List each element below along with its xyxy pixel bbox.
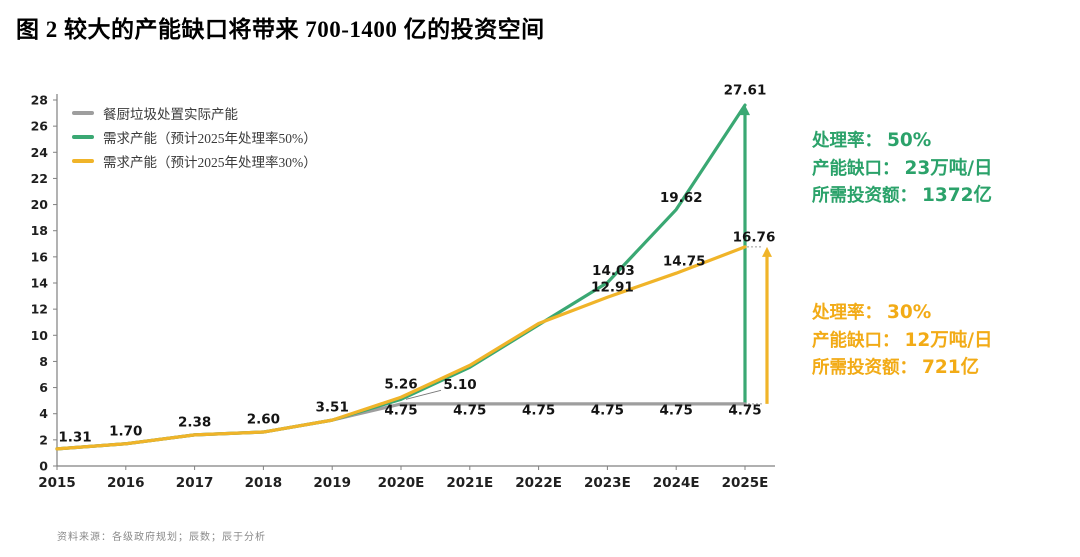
data-label: 14.03 — [592, 263, 635, 279]
gap-arrow-head-1 — [762, 246, 772, 257]
svg-text:2025E: 2025E — [722, 475, 769, 491]
annotation-line: 处理率： 50% — [812, 127, 1072, 155]
svg-text:6: 6 — [39, 380, 48, 395]
svg-text:16: 16 — [31, 249, 49, 264]
data-label: 2.60 — [247, 412, 280, 428]
annotation-line: 处理率： 30% — [812, 299, 1072, 327]
svg-text:10: 10 — [31, 328, 49, 343]
annotation-label: 处理率： — [812, 302, 882, 322]
svg-text:2021E: 2021E — [446, 475, 493, 491]
svg-text:2017: 2017 — [176, 475, 214, 491]
svg-text:24: 24 — [31, 145, 49, 160]
data-label: 1.31 — [58, 429, 91, 445]
annotation-line: 产能缺口： 23万吨/日 — [812, 155, 1072, 183]
annotation-label: 所需投资额： — [812, 357, 917, 377]
data-label: 4.75 — [728, 402, 761, 418]
data-label: 3.51 — [316, 400, 349, 416]
data-label: 5.10 — [443, 377, 476, 393]
legend-item-actual-capacity: 餐厨垃圾处置实际产能 — [72, 101, 317, 125]
svg-text:8: 8 — [39, 354, 48, 369]
svg-text:2018: 2018 — [245, 475, 283, 491]
svg-text:2015: 2015 — [38, 475, 76, 491]
chart-legend: 餐厨垃圾处置实际产能 需求产能（预计2025年处理率50%） 需求产能（预计20… — [72, 101, 317, 173]
data-label: 16.76 — [733, 229, 776, 245]
annotation-label: 处理率： — [812, 130, 882, 150]
svg-text:4: 4 — [39, 406, 48, 421]
source-note: 资料来源：各级政府规划；辰数；辰于分析 — [57, 532, 266, 543]
svg-text:26: 26 — [31, 119, 49, 134]
gap-arrow-head-0 — [740, 105, 750, 116]
figure-title: 图 2 较大的产能缺口将带来 700-1400 亿的投资空间 — [16, 17, 545, 42]
legend-label: 餐厨垃圾处置实际产能 — [103, 107, 238, 122]
svg-text:12: 12 — [31, 302, 48, 317]
annotation-panel-30pct: 处理率： 30% 产能缺口： 12万吨/日 所需投资额： 721亿 — [812, 299, 1072, 382]
annotation-line: 产能缺口： 12万吨/日 — [812, 327, 1072, 355]
legend-item-demand-30pct: 需求产能（预计2025年处理率30%） — [72, 149, 317, 173]
data-label: 27.61 — [724, 83, 767, 99]
annotation-value: 12万吨/日 — [904, 329, 993, 351]
data-label: 4.75 — [660, 402, 693, 418]
annotation-panel-50pct: 处理率： 50% 产能缺口： 23万吨/日 所需投资额： 1372亿 — [812, 127, 1072, 210]
legend-line-swatch-gray — [72, 111, 94, 115]
legend-line-swatch-yellow — [72, 159, 94, 163]
annotation-label: 产能缺口： — [812, 329, 900, 350]
data-label: 4.75 — [453, 402, 486, 418]
data-label: 4.75 — [591, 402, 624, 418]
data-label: 4.75 — [384, 402, 417, 418]
annotation-line: 所需投资额： 1372亿 — [812, 182, 1072, 210]
data-label: 1.70 — [109, 423, 142, 439]
svg-text:2023E: 2023E — [584, 475, 631, 491]
annotation-value: 50% — [887, 130, 932, 151]
data-label: 12.91 — [591, 280, 634, 296]
svg-text:2020E: 2020E — [378, 475, 425, 491]
data-label: 19.62 — [660, 190, 703, 206]
annotation-value: 721亿 — [922, 357, 980, 378]
data-label: 4.75 — [522, 402, 555, 418]
svg-text:2024E: 2024E — [653, 475, 700, 491]
annotation-label: 所需投资额： — [812, 185, 917, 205]
data-label: 5.26 — [384, 377, 417, 393]
annotation-value: 1372亿 — [922, 185, 992, 206]
svg-text:20: 20 — [31, 197, 49, 212]
legend-item-demand-50pct: 需求产能（预计2025年处理率50%） — [72, 125, 317, 149]
svg-text:2016: 2016 — [107, 475, 145, 491]
legend-label: 需求产能（预计2025年处理率30%） — [103, 155, 317, 170]
legend-line-swatch-green — [72, 135, 94, 139]
svg-text:28: 28 — [31, 93, 48, 108]
legend-label: 需求产能（预计2025年处理率50%） — [103, 131, 317, 146]
svg-text:2022E: 2022E — [515, 475, 562, 491]
annotation-value: 30% — [887, 302, 932, 323]
data-label: 14.75 — [663, 254, 706, 270]
annotation-value: 23万吨/日 — [904, 157, 993, 179]
svg-text:0: 0 — [39, 459, 48, 474]
svg-text:14: 14 — [31, 276, 49, 291]
svg-text:18: 18 — [31, 223, 48, 238]
annotation-label: 产能缺口： — [812, 157, 900, 178]
data-label: 2.38 — [178, 414, 211, 430]
label-leader-line — [405, 389, 442, 400]
svg-text:2019: 2019 — [313, 475, 351, 491]
annotation-line: 所需投资额： 721亿 — [812, 354, 1072, 382]
svg-text:2: 2 — [39, 432, 48, 447]
svg-text:22: 22 — [31, 171, 48, 186]
series-line-2 — [55, 245, 747, 451]
